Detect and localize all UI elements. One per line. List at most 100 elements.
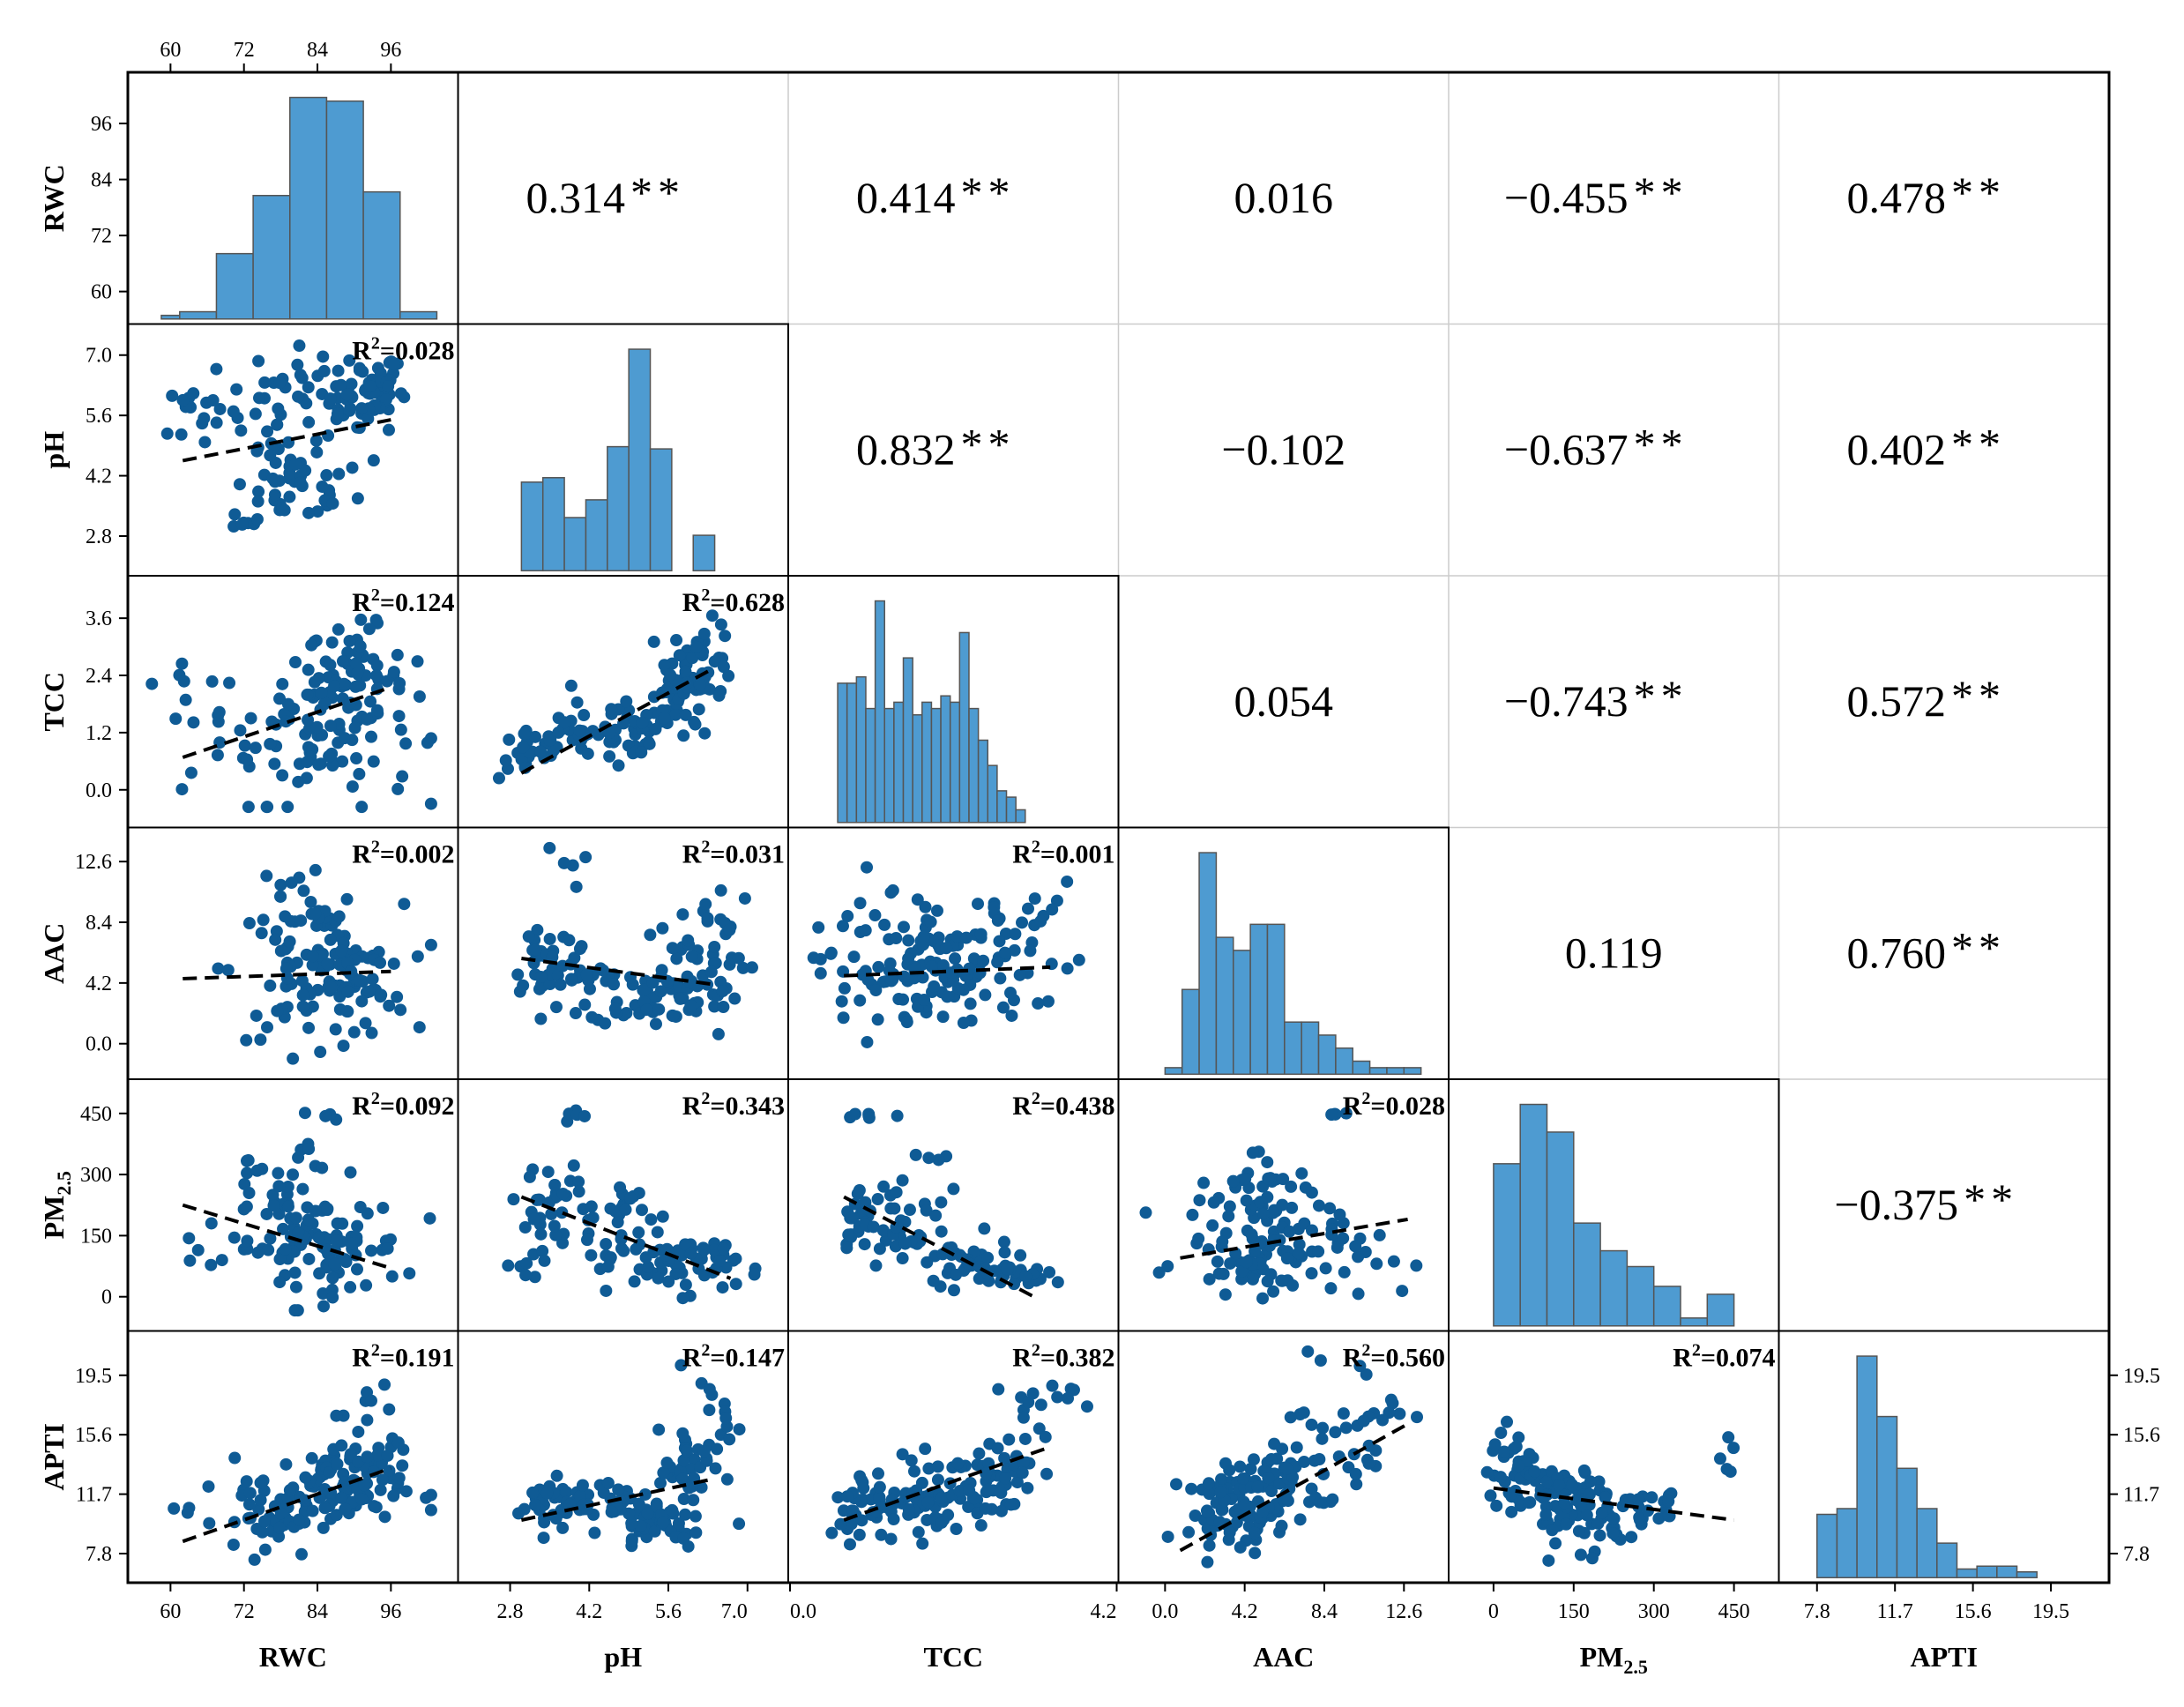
scatter-point [635,746,648,759]
scatter-point [356,365,369,378]
correlation-value: 0.760 [1847,928,1947,977]
scatter-point [905,1454,918,1467]
y-tick-label: 2.4 [86,665,112,688]
scatter-point [921,1256,934,1269]
scatter-point [383,999,396,1012]
scatter-point [723,1433,736,1446]
histogram-bar [1215,936,1234,1076]
scatter-point [652,1423,666,1436]
r-squared-label: R2=0.031 [682,838,785,869]
scatter-point [1219,1457,1232,1470]
scatter-point [254,1476,267,1489]
scatter-point [620,695,633,708]
scatter-point [1316,1421,1330,1435]
scatter-point [1339,1421,1353,1435]
scatter-point [287,1052,300,1065]
scatter-point [676,1472,689,1486]
scatter-point [1580,1509,1593,1522]
histogram-bar [912,714,923,824]
scatter-point [679,708,692,721]
histogram-bar [1164,1067,1183,1076]
scatter-point [273,1521,287,1534]
scatter-point [352,1425,365,1438]
scatter-point [394,387,407,400]
r-squared-label: R2=0.001 [1012,838,1114,869]
scatter-point [1003,987,1017,1000]
scatter-point [280,715,293,728]
x-tick-label: 15.6 [1955,1600,1992,1623]
scatter-point [733,1423,746,1436]
scatter-point [841,910,854,923]
scatter-point [297,884,310,898]
significance-stars: ** [1634,419,1688,468]
scatter-point [203,1517,216,1530]
scatter-point [1264,1453,1278,1466]
scatter-point [682,934,695,947]
scatter-point [1043,1265,1056,1278]
scatter-point [511,968,525,981]
scatter-point [651,1226,664,1239]
scatter-point [825,1526,839,1539]
scatter-point [253,391,266,405]
scatter-point [563,934,576,947]
scatter-point [1189,1509,1202,1522]
scatter-point [871,1013,884,1026]
scatter-point [552,726,565,739]
scatter-point [294,1547,308,1561]
scatter-point [556,1521,570,1534]
scatter-point [935,1225,948,1238]
scatter-point [1606,1512,1620,1525]
scatter-point [250,512,264,526]
scatter-point [1595,1506,1608,1519]
scatter-point [836,920,849,933]
scatter-point [1040,1467,1054,1480]
scatter-point [549,1512,563,1525]
scatter-point [1013,968,1026,981]
scatter-point [896,1448,909,1461]
scatter-point [315,686,328,699]
scatter-point [949,952,962,965]
scatter-point [1039,1430,1052,1443]
correlation-value: −0.102 [1221,424,1345,473]
scatter-point [326,1291,339,1304]
scatter-point [347,1025,361,1039]
scatter-point [578,1109,592,1122]
scatter-point [981,1483,995,1496]
r-squared-value: =0.382 [1040,1344,1115,1373]
scatter-point [831,1491,845,1504]
histogram-bar [865,707,876,824]
scatter-point [413,690,426,703]
scatter-point [302,1213,315,1226]
r-squared-value: =0.628 [710,588,785,617]
scatter-point [861,973,875,987]
scatter-point [699,898,712,911]
scatter-point [394,1003,407,1017]
scatter-point [588,1526,601,1539]
scatter-point [312,758,325,772]
scatter-point [1352,1287,1365,1301]
histogram-bar [1856,1355,1878,1579]
scatter-point [249,742,262,755]
scatter-point [348,721,362,734]
scatter-point [289,1280,302,1293]
scatter-point [692,703,705,716]
scatter-point [1284,1411,1297,1424]
scatter-point [1549,1537,1562,1550]
scatter-point [1206,1219,1219,1232]
histogram-bar [1198,852,1218,1076]
scatter-point [674,992,687,1005]
scatter-point [227,1538,240,1551]
scatter-point [903,1204,916,1217]
scatter-point [264,449,277,462]
scatter-point [334,378,347,391]
scatter-point [264,737,277,750]
scatter-point [728,992,742,1005]
histogram-bar [2016,1571,2038,1579]
scatter-point [847,950,861,964]
correlation-value: −0.455 [1504,173,1629,222]
scatter-point [258,1515,272,1528]
scatter-point [935,1196,948,1209]
scatter-point [302,713,315,727]
scatter-point [991,914,1004,928]
r-squared-value: =0.438 [1040,1092,1115,1121]
